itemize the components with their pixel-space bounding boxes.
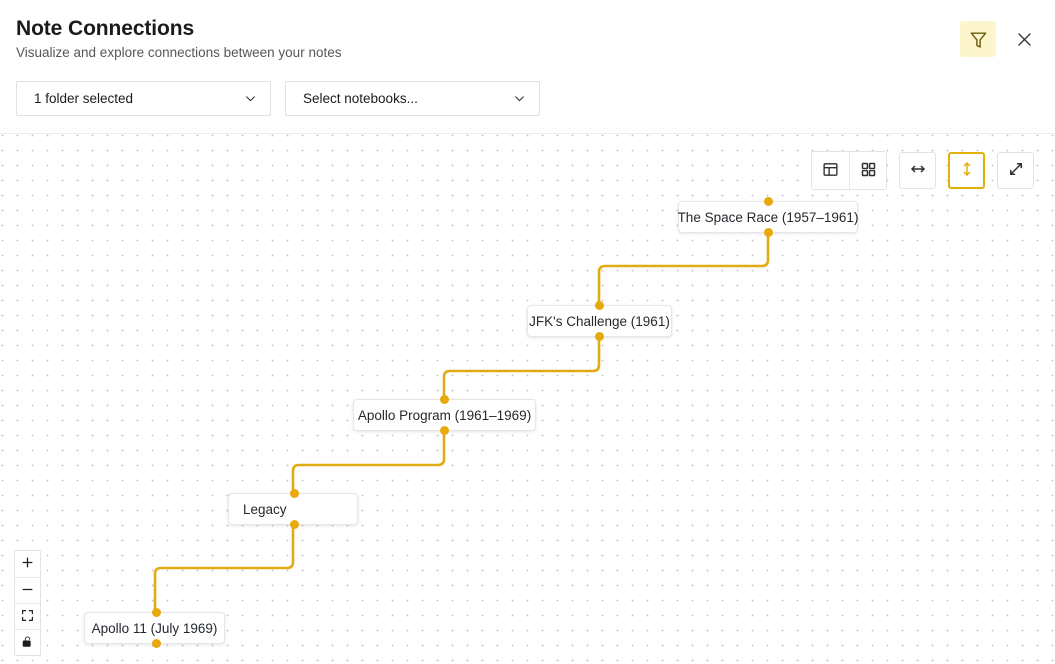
fit-view-button[interactable] <box>15 603 40 629</box>
layout-button-group <box>811 151 887 190</box>
page-title: Note Connections <box>16 17 195 40</box>
graph-node-label: Apollo Program (1961–1969) <box>357 407 532 423</box>
graph-toolbar <box>811 151 1034 190</box>
fit-screen-corners-icon <box>21 609 34 625</box>
edge-space-race-to-jfk-challenge <box>597 232 770 307</box>
horizontal-layout-button[interactable] <box>899 152 936 189</box>
header-actions <box>960 21 1042 57</box>
graph-node-jfk-challenge[interactable]: JFK's Challenge (1961) <box>527 301 672 341</box>
folder-select-label: 1 folder selected <box>34 91 134 106</box>
notebook-select-dropdown[interactable]: Select notebooks... <box>285 81 540 116</box>
node-port-bottom[interactable] <box>151 639 161 648</box>
selector-row: 1 folder selected Select notebooks... <box>0 81 540 116</box>
notebook-select-label: Select notebooks... <box>303 91 418 106</box>
minus-icon <box>21 583 34 599</box>
arrow-left-right-icon <box>909 160 927 181</box>
plus-icon <box>21 556 34 572</box>
grid-layout-button[interactable] <box>849 152 886 189</box>
node-port-top[interactable] <box>151 608 161 617</box>
graph-node-label: Apollo 11 (July 1969) <box>91 620 218 636</box>
graph-node-apollo-11[interactable]: Apollo 11 (July 1969) <box>84 608 225 648</box>
fit-expand-button[interactable] <box>997 152 1034 189</box>
panel-layout-button[interactable] <box>812 152 849 189</box>
arrow-up-down-icon <box>958 160 976 181</box>
chevron-down-icon <box>513 92 526 105</box>
arrows-diagonal-expand-icon <box>1007 160 1025 181</box>
node-port-top[interactable] <box>440 395 449 404</box>
zoom-in-button[interactable] <box>15 551 40 577</box>
close-button[interactable] <box>1006 21 1042 57</box>
folder-select-dropdown[interactable]: 1 folder selected <box>16 81 271 116</box>
panel-layout-icon <box>822 161 839 181</box>
graph-node-space-race[interactable]: The Space Race (1957–1961) <box>678 197 858 237</box>
node-port-bottom[interactable] <box>595 332 604 341</box>
node-port-bottom[interactable] <box>763 228 773 237</box>
node-port-bottom[interactable] <box>289 520 299 529</box>
graph-node-label: The Space Race (1957–1961) <box>677 209 859 225</box>
node-port-top[interactable] <box>289 489 299 498</box>
padlock-icon <box>21 635 34 651</box>
zoom-out-button[interactable] <box>15 577 40 603</box>
node-port-bottom[interactable] <box>440 426 449 435</box>
graph-node-label: Legacy <box>243 501 287 517</box>
page-subtitle: Visualize and explore connections betwee… <box>16 45 342 60</box>
edge-legacy-to-apollo-11 <box>153 524 295 614</box>
close-icon <box>1015 30 1034 49</box>
edge-apollo-program-to-legacy <box>291 430 446 495</box>
filter-funnel-icon <box>969 30 988 49</box>
node-port-top[interactable] <box>595 301 604 310</box>
vertical-layout-button[interactable] <box>948 152 985 189</box>
edge-jfk-challenge-to-apollo-program <box>442 336 601 401</box>
filter-button[interactable] <box>960 21 996 57</box>
graph-node-label: JFK's Challenge (1961) <box>529 313 670 329</box>
lock-toggle-button[interactable] <box>15 629 40 655</box>
graph-node-apollo-program[interactable]: Apollo Program (1961–1969) <box>353 395 536 435</box>
node-port-top[interactable] <box>763 197 773 206</box>
chevron-down-icon <box>244 92 257 105</box>
zoom-controls <box>14 550 41 656</box>
graph-node-legacy[interactable]: Legacy <box>228 489 358 529</box>
grid-four-squares-icon <box>860 161 877 181</box>
graph-canvas[interactable]: The Space Race (1957–1961) JFK's Challen… <box>0 133 1055 664</box>
